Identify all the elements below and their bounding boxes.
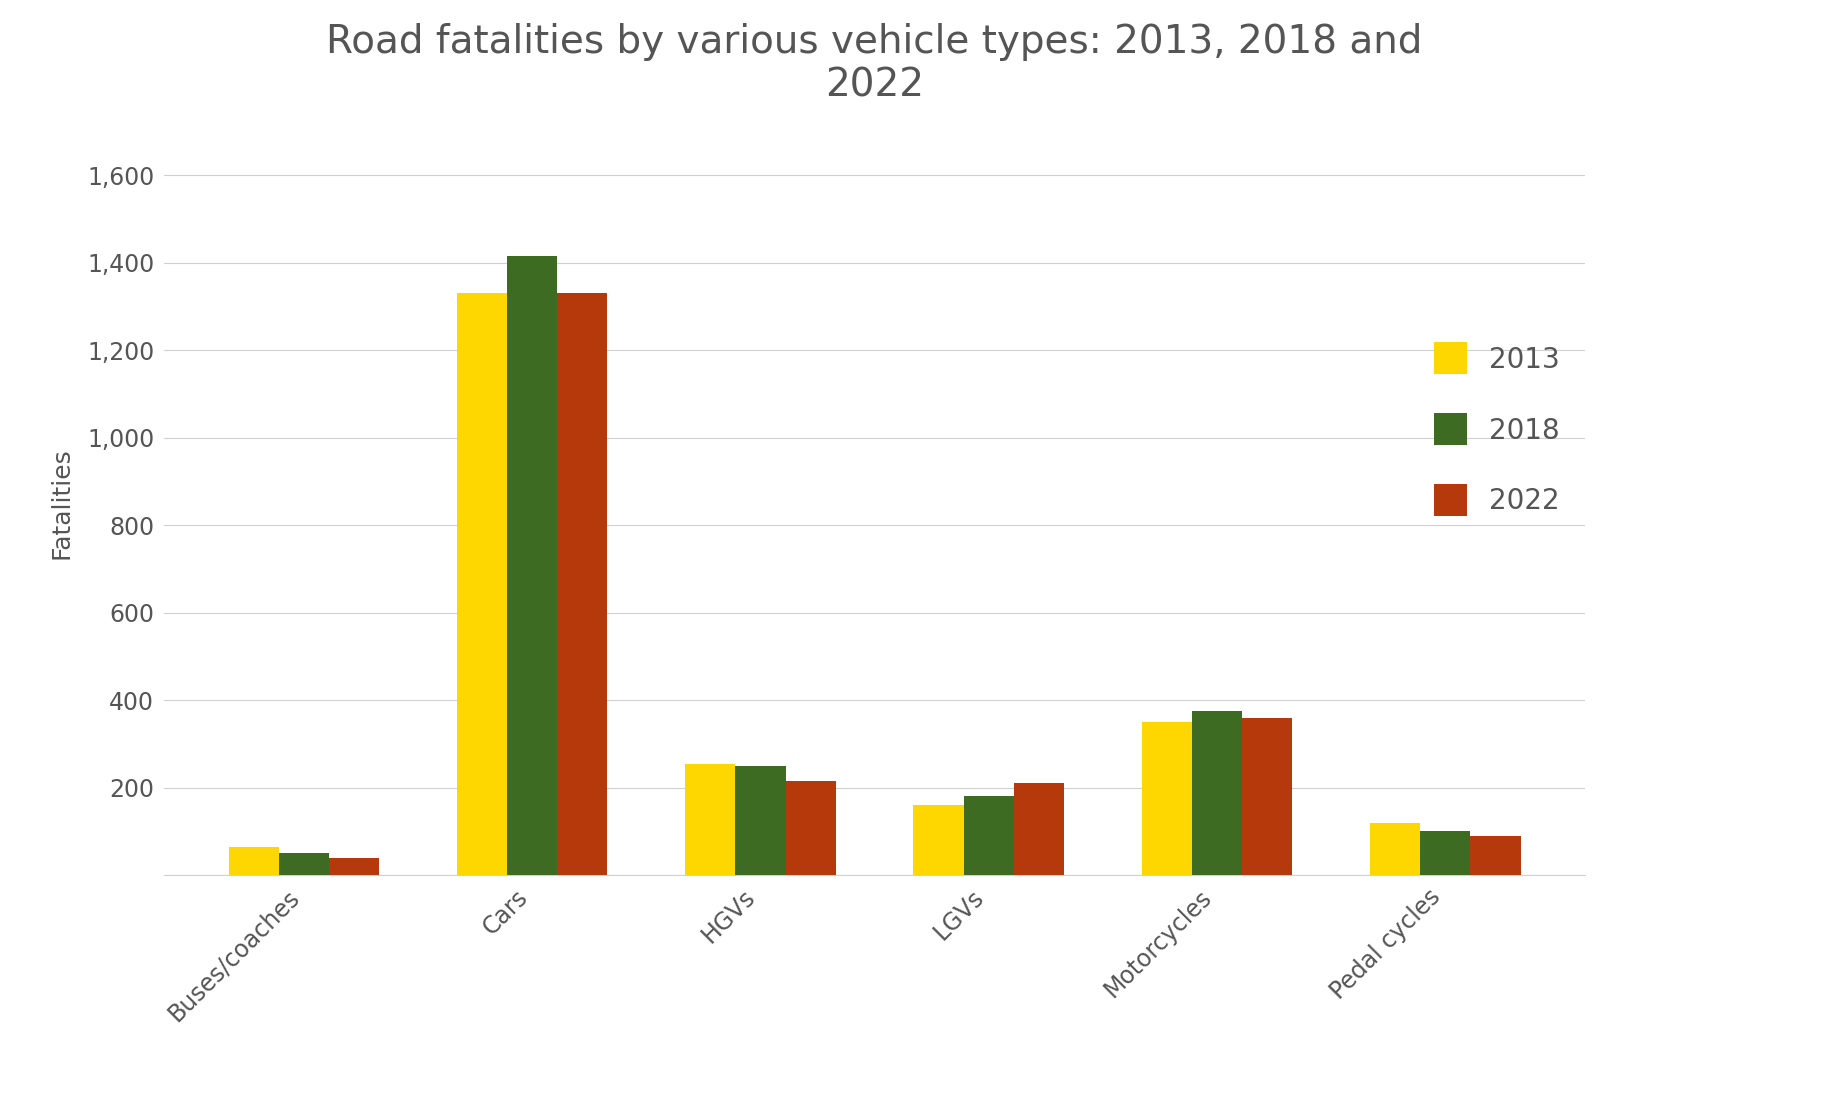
Bar bbox=[1419, 831, 1470, 875]
Bar bbox=[685, 764, 736, 875]
Bar bbox=[330, 858, 379, 875]
Bar bbox=[736, 766, 785, 875]
Bar bbox=[1243, 718, 1292, 875]
Legend: 2013, 2018, 2022: 2013, 2018, 2022 bbox=[1423, 331, 1571, 527]
Bar bbox=[1370, 823, 1419, 875]
Bar bbox=[1470, 836, 1521, 875]
Bar bbox=[964, 796, 1013, 875]
Bar bbox=[785, 781, 836, 875]
Bar bbox=[457, 293, 507, 875]
Bar bbox=[1013, 783, 1064, 875]
Bar bbox=[1192, 711, 1243, 875]
Bar bbox=[507, 256, 558, 875]
Bar bbox=[913, 805, 964, 875]
Title: Road fatalities by various vehicle types: 2013, 2018 and
2022: Road fatalities by various vehicle types… bbox=[326, 23, 1423, 105]
Bar bbox=[558, 293, 607, 875]
Y-axis label: Fatalities: Fatalities bbox=[49, 447, 73, 559]
Bar bbox=[279, 853, 330, 875]
Bar bbox=[1142, 722, 1192, 875]
Bar bbox=[228, 847, 279, 875]
